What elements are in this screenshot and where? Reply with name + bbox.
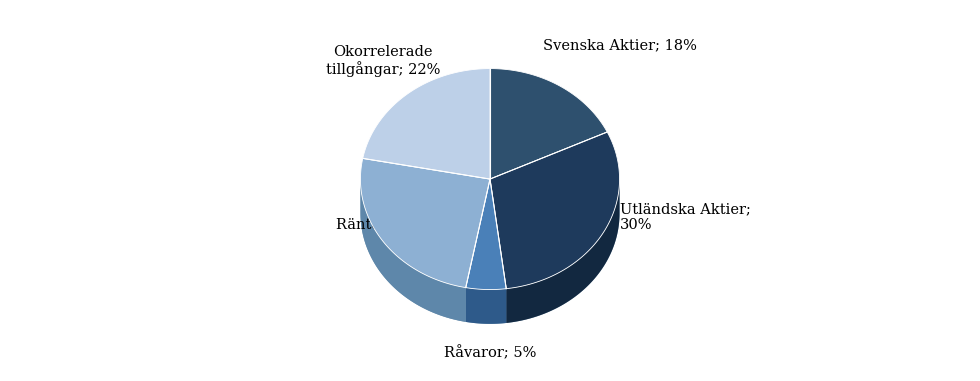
Polygon shape	[361, 179, 466, 322]
Text: Räntebärande; 25%: Räntebärande; 25%	[336, 218, 483, 232]
Polygon shape	[363, 69, 490, 179]
Text: Svenska Aktier; 18%: Svenska Aktier; 18%	[543, 39, 697, 53]
Polygon shape	[490, 69, 608, 179]
Polygon shape	[507, 179, 619, 323]
Polygon shape	[466, 288, 507, 324]
Text: Okorrelerade
tillgångar; 22%: Okorrelerade tillgångar; 22%	[326, 45, 440, 77]
Polygon shape	[361, 179, 619, 324]
Polygon shape	[361, 158, 490, 288]
Polygon shape	[490, 132, 619, 289]
Text: Utländska Aktier;
30%: Utländska Aktier; 30%	[619, 202, 751, 232]
Polygon shape	[466, 179, 507, 290]
Text: Råvaror; 5%: Råvaror; 5%	[444, 346, 536, 360]
